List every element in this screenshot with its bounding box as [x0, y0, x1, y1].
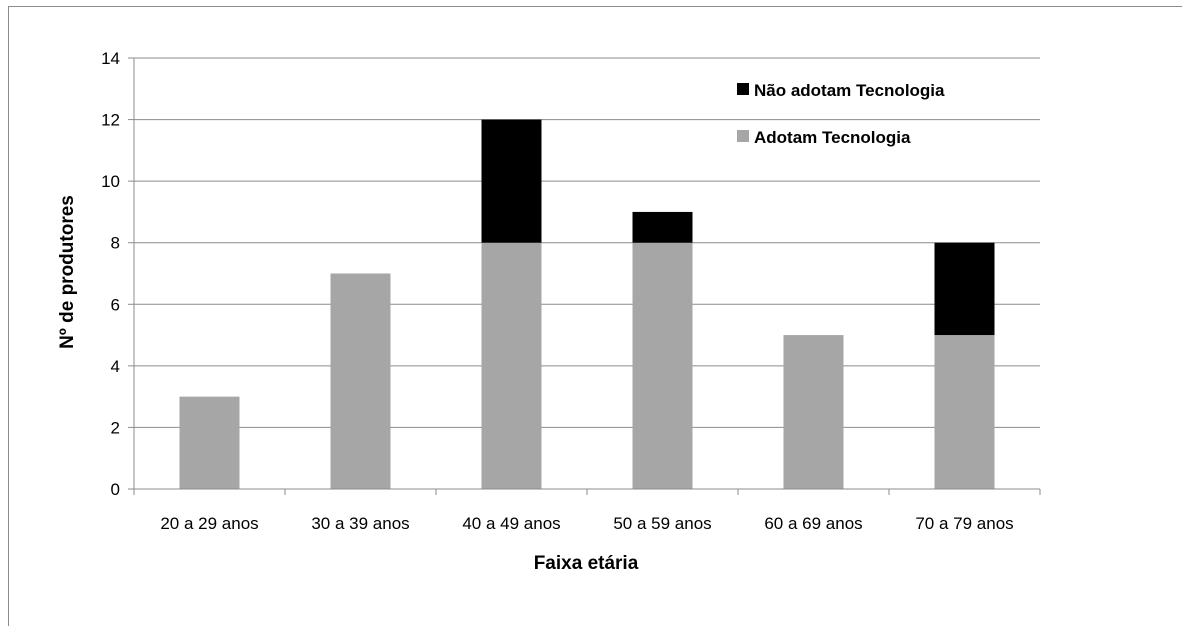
legend-label: Adotam Tecnologia [754, 128, 911, 147]
gridlines [128, 57, 1040, 490]
x-tick-labels: 20 a 29 anos 30 a 39 anos 40 a 49 anos 50 a… [160, 514, 1013, 533]
y-tick-label: 0 [111, 480, 120, 499]
y-tick-label: 2 [111, 418, 120, 437]
bar-segment-adotam [783, 335, 844, 489]
bar-segment-nao-adotam [481, 119, 542, 243]
chart-frame [8, 6, 1182, 626]
y-tick-label: 12 [101, 111, 120, 130]
bar-segment-adotam [632, 242, 693, 489]
bar-segment-nao-adotam [934, 242, 995, 336]
y-tick-labels: 0 2 4 6 8 10 12 14 [101, 49, 120, 499]
x-tick-label: 20 a 29 anos [160, 514, 258, 533]
axes [133, 58, 1041, 495]
x-tick-label: 60 a 69 anos [764, 514, 862, 533]
bar-segment-adotam [934, 335, 995, 489]
x-tick-label: 40 a 49 anos [462, 514, 560, 533]
x-tick-label: 50 a 59 anos [613, 514, 711, 533]
y-tick-label: 4 [111, 357, 120, 376]
y-axis-title: Nº de produtores [57, 195, 78, 349]
x-axis-title: Faixa etária [534, 553, 639, 574]
bar-segment-adotam [330, 273, 391, 489]
legend-swatch [737, 130, 749, 142]
legend: Não adotam Tecnologia Adotam Tecnologia [737, 81, 945, 147]
bar-segment-adotam [179, 396, 240, 489]
y-tick-label: 10 [101, 172, 120, 191]
bar-segment-adotam [481, 242, 542, 489]
bars [179, 119, 995, 489]
x-tick-label: 70 a 79 anos [915, 514, 1013, 533]
bar-segment-nao-adotam [632, 211, 693, 243]
legend-swatch [737, 83, 749, 95]
x-tick-label: 30 a 39 anos [311, 514, 409, 533]
y-tick-label: 8 [111, 234, 120, 253]
y-tick-label: 14 [101, 49, 120, 68]
y-tick-label: 6 [111, 295, 120, 314]
legend-label: Não adotam Tecnologia [754, 81, 945, 100]
